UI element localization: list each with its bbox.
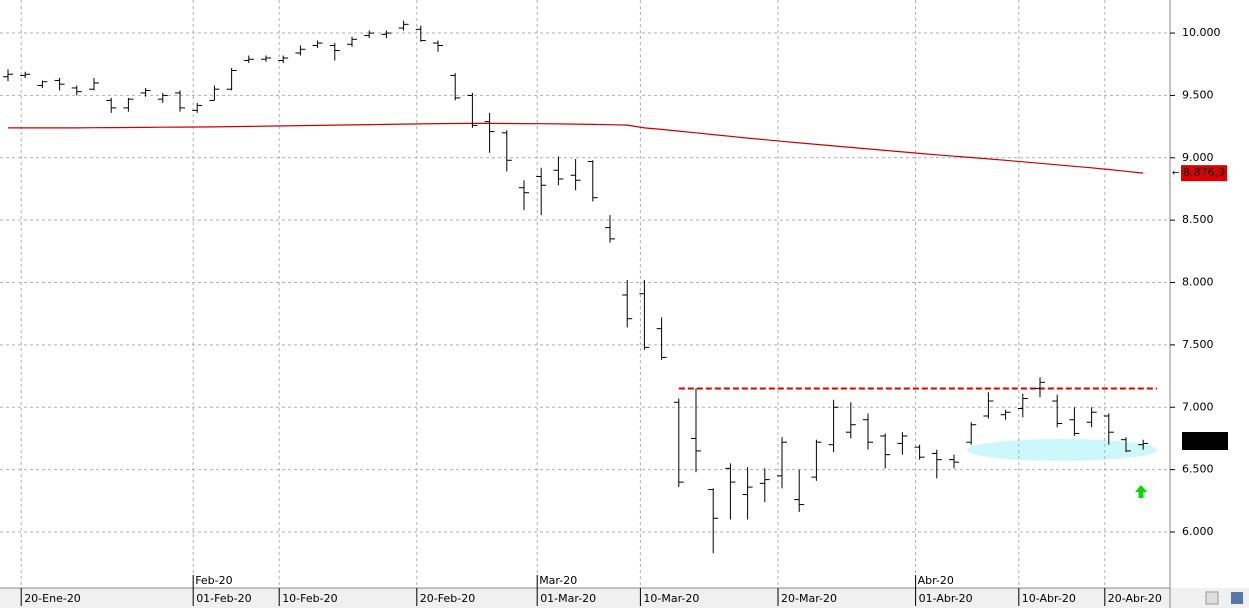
moving-average-line <box>8 122 1144 174</box>
up-arrow <box>1135 485 1147 498</box>
last-price-box <box>1182 432 1228 450</box>
y-tick-label: 7.000 <box>1182 400 1214 413</box>
y-tick-label: 7.500 <box>1182 338 1214 351</box>
x-tick-label: 10-Mar-20 <box>643 592 699 605</box>
y-tick-label: 9.000 <box>1182 151 1214 164</box>
x-tick-label: 01-Feb-20 <box>196 592 251 605</box>
y-tick-label: 10.000 <box>1182 26 1221 39</box>
y-tick-label: 6.500 <box>1182 463 1214 476</box>
ma-label-box <box>1181 165 1227 182</box>
y-tick-label: 6.000 <box>1182 525 1214 538</box>
x-tick-label: 01-Mar-20 <box>540 592 596 605</box>
toolbar-icon[interactable] <box>1205 591 1219 605</box>
x-tick-label: 20-Abr-20 <box>1108 592 1162 605</box>
x-tick-label: 10-Abr-20 <box>1022 592 1076 605</box>
x-period-label: Mar-20 <box>539 574 577 587</box>
x-axis-band <box>0 588 1249 608</box>
y-tick-label: 8.500 <box>1182 213 1214 226</box>
ma-label: 8.876,9 <box>1183 166 1225 179</box>
x-tick-label: 20-Mar-20 <box>781 592 837 605</box>
save-icon[interactable] <box>1231 592 1243 604</box>
support-zone <box>967 439 1157 461</box>
y-tick-label: 9.500 <box>1182 88 1214 101</box>
x-tick-label: 20-Ene-20 <box>24 592 81 605</box>
x-tick-label: 10-Feb-20 <box>282 592 337 605</box>
x-period-label: Feb-20 <box>195 574 232 587</box>
x-tick-label: 01-Abr-20 <box>919 592 973 605</box>
y-tick-label: 8.000 <box>1182 276 1214 289</box>
x-period-label: Abr-20 <box>918 574 954 587</box>
x-tick-label: 20-Feb-20 <box>420 592 475 605</box>
ma-pointer: ← <box>1172 169 1180 179</box>
